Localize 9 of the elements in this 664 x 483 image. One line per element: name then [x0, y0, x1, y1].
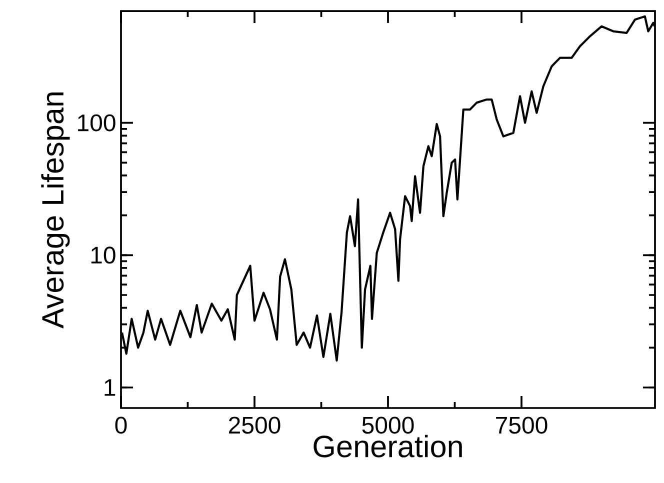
x-tick-label: 0 [115, 416, 127, 434]
x-tick-label: 7500 [496, 416, 548, 434]
y-axis-title: Average Lifespan [41, 92, 70, 329]
y-tick-label: 1 [104, 379, 116, 396]
x-tick-label: 2500 [229, 416, 280, 434]
x-tick-label: 5000 [362, 416, 414, 434]
y-tick-label: 10 [91, 246, 116, 264]
y-tick-label: 100 [78, 114, 116, 132]
x-axis-title: Generation [314, 434, 462, 458]
